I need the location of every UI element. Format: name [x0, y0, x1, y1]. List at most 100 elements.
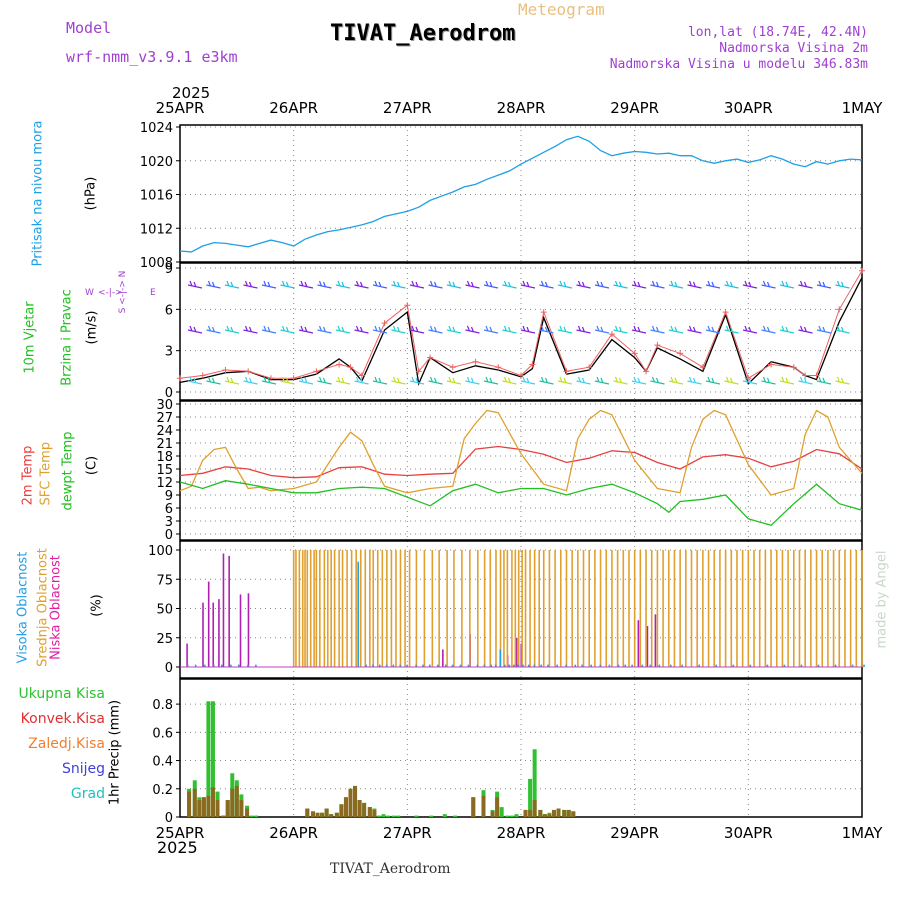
wind-barb [465, 376, 480, 385]
y-tick-label: 3 [165, 345, 173, 360]
precip-bar [532, 800, 537, 817]
wind-gust-marker [245, 368, 252, 375]
wind-barb [576, 325, 591, 334]
precip-bar [201, 797, 206, 817]
wind-gust-marker [677, 350, 684, 357]
precip-bar [556, 808, 561, 817]
wind-barb [391, 325, 406, 334]
precip-bar [514, 814, 519, 817]
y-tick-label: 25 [156, 632, 173, 647]
wind-gust-marker [415, 368, 422, 375]
wind-gust-marker [358, 372, 365, 379]
wind-gust-marker [745, 375, 752, 382]
wind-barb [483, 376, 499, 385]
wind-barb [206, 376, 221, 385]
x-tick-label-bottom: 29APR [610, 824, 659, 842]
y-tick-label: 100 [148, 544, 173, 559]
wind-barb [409, 325, 425, 334]
y-tick-label: 3 [165, 515, 173, 530]
wind-barb [761, 325, 776, 334]
wind-gust-marker [813, 372, 820, 379]
precip-bar [499, 807, 504, 817]
y-tick-label: 9 [165, 489, 173, 504]
wind-barb [668, 280, 684, 289]
wind-barb [576, 280, 591, 289]
wind-barb [705, 325, 721, 334]
wind-barb [317, 325, 332, 334]
y-tick-label: 75 [156, 573, 173, 588]
precip-bar [197, 800, 202, 817]
station-title: TIVAT_Aerodrom [330, 21, 516, 46]
wind-barb [613, 280, 628, 289]
wind-barb [428, 376, 443, 385]
precip-bar [210, 701, 215, 817]
wind-gust-marker [290, 375, 297, 382]
product-title: Meteogram [518, 0, 605, 19]
wind-barb [594, 325, 610, 334]
wind-barb [816, 376, 832, 385]
wind-barb [520, 376, 536, 385]
wind-gust-marker [836, 306, 843, 313]
wind-barb [298, 325, 314, 334]
precip-bar [453, 815, 458, 817]
precip-bar [372, 809, 377, 817]
wind-barb [261, 280, 277, 289]
compass-w: W [85, 288, 94, 298]
wind-barb [650, 376, 665, 385]
model-label: Model [66, 19, 112, 37]
wind-gust-marker [222, 366, 229, 373]
wind-barb [779, 325, 795, 334]
wind-gust-marker [790, 364, 797, 371]
wind-gust-marker [472, 358, 479, 365]
precip-bar [396, 815, 401, 817]
precip-bar [362, 802, 367, 817]
wind-barb [539, 280, 554, 289]
compass-e: E [150, 288, 156, 298]
precip-bar [357, 800, 362, 817]
wind-barb [243, 325, 258, 334]
precip-bar [324, 808, 329, 817]
wind-barb [335, 325, 351, 334]
panel-frame [179, 400, 863, 541]
x-tick-label-top: 26APR [269, 99, 318, 117]
dewpoint-line [179, 480, 863, 527]
wind-gust-marker [518, 372, 524, 379]
y-tick-label: 15 [156, 463, 173, 478]
wind-gust-marker [631, 350, 638, 357]
y-tick-label: 0 [165, 811, 173, 826]
wind-barb [187, 325, 203, 334]
wind-barb [798, 280, 813, 289]
x-tick-label-top: 28APR [497, 99, 546, 117]
x-tick-label-top: 30APR [724, 99, 773, 117]
wind-barb [613, 325, 628, 334]
y-tick-label: 6 [165, 502, 173, 517]
wind-barb [724, 376, 739, 385]
wind-barb [446, 376, 462, 385]
wind-barb [835, 325, 850, 334]
legend-hail: Grad [70, 786, 105, 802]
wind-barb [243, 280, 258, 289]
t2m-line [179, 445, 863, 479]
x-tick-label-bottom: 1MAY [842, 824, 884, 842]
wind-barb [742, 376, 758, 385]
wind-barb [317, 280, 332, 289]
x-tick-label-bottom: 28APR [497, 824, 546, 842]
precip-bar [505, 815, 510, 817]
wind-barb [280, 376, 295, 385]
wind-barb [650, 280, 665, 289]
precip-bar [310, 811, 315, 817]
precip-bar [538, 809, 543, 817]
wind-barb [594, 280, 610, 289]
year-bottom: 2025 [157, 838, 198, 857]
y-tick-label: 1024 [140, 121, 173, 136]
wind-barb [261, 376, 277, 385]
precip-bar [414, 815, 419, 817]
wind-gust-marker [347, 364, 354, 371]
panel-frame [179, 124, 863, 263]
wind-barb [668, 325, 684, 334]
precip-bar [542, 814, 547, 817]
y-tick-label: 1008 [140, 256, 173, 271]
wind-gust-marker [722, 309, 729, 316]
wind-gust-marker [404, 302, 411, 309]
